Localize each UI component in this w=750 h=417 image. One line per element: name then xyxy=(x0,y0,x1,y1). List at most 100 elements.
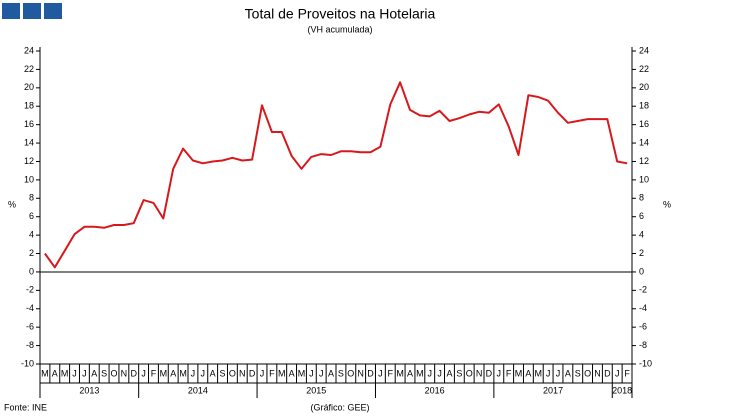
x-tick-label: O xyxy=(466,368,473,378)
chart-title: Total de Proveitos na Hotelaria xyxy=(245,6,436,22)
x-tick-label: M xyxy=(535,368,543,378)
y-tick-label: 12 xyxy=(24,156,34,166)
data-line xyxy=(44,81,628,269)
x-tick-label: F xyxy=(388,368,394,378)
x-tick-label: D xyxy=(604,368,611,378)
x-tick-label: J xyxy=(427,368,432,378)
x-tick-label: J xyxy=(82,368,87,378)
y2-tick-label: 8 xyxy=(639,193,644,203)
y-tick-label: 22 xyxy=(24,64,34,74)
x-tick-label: O xyxy=(229,368,236,378)
x-tick-label: A xyxy=(52,368,58,378)
x-tick-label: N xyxy=(476,368,483,378)
x-tick-label: F xyxy=(624,368,630,378)
x-tick-label: J xyxy=(260,368,265,378)
y2-tick-label: 12 xyxy=(639,156,649,166)
x-tick-label: O xyxy=(110,368,117,378)
y2-tick-label: 16 xyxy=(639,119,649,129)
x-tick-label: F xyxy=(151,368,157,378)
x-tick-label: S xyxy=(575,368,581,378)
credit: (Gráfico: GEE) xyxy=(310,402,369,412)
x-tick-label: S xyxy=(101,368,107,378)
logo-square xyxy=(2,3,20,19)
y2-tick-label: -4 xyxy=(639,303,647,313)
y-tick-label: 0 xyxy=(29,266,34,276)
x-tick-label: J xyxy=(556,368,561,378)
x-tick-label: F xyxy=(269,368,275,378)
y2-tick-label: 10 xyxy=(639,174,649,184)
x-tick-label: D xyxy=(367,368,374,378)
y2-tick-label: 22 xyxy=(639,64,649,74)
y2-tick-label: 24 xyxy=(639,45,649,55)
x-tick-label: J xyxy=(309,368,314,378)
x-tick-label: S xyxy=(338,368,344,378)
x-tick-label: A xyxy=(446,368,452,378)
y2-tick-label: 0 xyxy=(639,266,644,276)
x-tick-label: S xyxy=(456,368,462,378)
y-axis-label: % xyxy=(8,199,16,209)
x-tick-label: M xyxy=(396,368,404,378)
x-tick-label: M xyxy=(278,368,286,378)
x-tick-label: M xyxy=(179,368,187,378)
x-tick-label: J xyxy=(141,368,146,378)
x-tick-label: A xyxy=(210,368,216,378)
x-tick-label: A xyxy=(170,368,176,378)
y-tick-label: 10 xyxy=(24,174,34,184)
x-tick-label: J xyxy=(437,368,442,378)
x-tick-label: J xyxy=(191,368,196,378)
year-label: 2013 xyxy=(79,385,99,395)
x-tick-label: A xyxy=(407,368,413,378)
x-tick-label: J xyxy=(72,368,77,378)
x-tick-label: M xyxy=(515,368,523,378)
x-tick-label: N xyxy=(594,368,601,378)
year-label: 2015 xyxy=(306,385,326,395)
source: Fonte: INE xyxy=(4,402,47,412)
x-tick-label: J xyxy=(546,368,551,378)
x-tick-label: J xyxy=(378,368,383,378)
y-tick-label: -10 xyxy=(21,358,34,368)
y-tick-label: 6 xyxy=(29,211,34,221)
x-tick-label: A xyxy=(289,368,295,378)
chart-subtitle: (VH acumulada) xyxy=(307,24,372,34)
x-tick-label: A xyxy=(91,368,97,378)
y-tick-label: 24 xyxy=(24,45,34,55)
x-tick-label: J xyxy=(319,368,324,378)
y2-tick-label: -6 xyxy=(639,322,647,332)
year-label: 2014 xyxy=(188,385,208,395)
y-tick-label: 4 xyxy=(29,229,34,239)
x-tick-label: M xyxy=(41,368,49,378)
x-tick-label: D xyxy=(249,368,256,378)
year-label: 2017 xyxy=(543,385,563,395)
x-tick-label: O xyxy=(584,368,591,378)
y-tick-label: -8 xyxy=(26,340,34,350)
x-tick-label: M xyxy=(160,368,168,378)
x-tick-label: N xyxy=(357,368,364,378)
y2-tick-label: -10 xyxy=(639,358,652,368)
y-tick-label: -6 xyxy=(26,322,34,332)
y2-tick-label: 20 xyxy=(639,82,649,92)
y2-tick-label: -8 xyxy=(639,340,647,350)
y-tick-label: -2 xyxy=(26,285,34,295)
x-tick-label: D xyxy=(486,368,493,378)
y2-tick-label: 14 xyxy=(639,137,649,147)
y2-tick-label: -2 xyxy=(639,285,647,295)
x-tick-label: S xyxy=(220,368,226,378)
y-tick-label: 18 xyxy=(24,101,34,111)
x-tick-label: O xyxy=(347,368,354,378)
year-label: 2016 xyxy=(425,385,445,395)
y2-tick-label: 4 xyxy=(639,229,644,239)
y-tick-label: 2 xyxy=(29,248,34,258)
x-tick-label: D xyxy=(130,368,137,378)
y-tick-label: 14 xyxy=(24,137,34,147)
y2-tick-label: 18 xyxy=(639,101,649,111)
y2-tick-label: 6 xyxy=(639,211,644,221)
x-tick-label: N xyxy=(239,368,246,378)
x-tick-label: J xyxy=(201,368,206,378)
x-tick-label: M xyxy=(298,368,306,378)
logo-square xyxy=(44,3,62,19)
x-tick-label: F xyxy=(506,368,512,378)
x-tick-label: J xyxy=(497,368,502,378)
y2-axis-label: % xyxy=(663,199,671,209)
logo-square xyxy=(23,3,41,19)
